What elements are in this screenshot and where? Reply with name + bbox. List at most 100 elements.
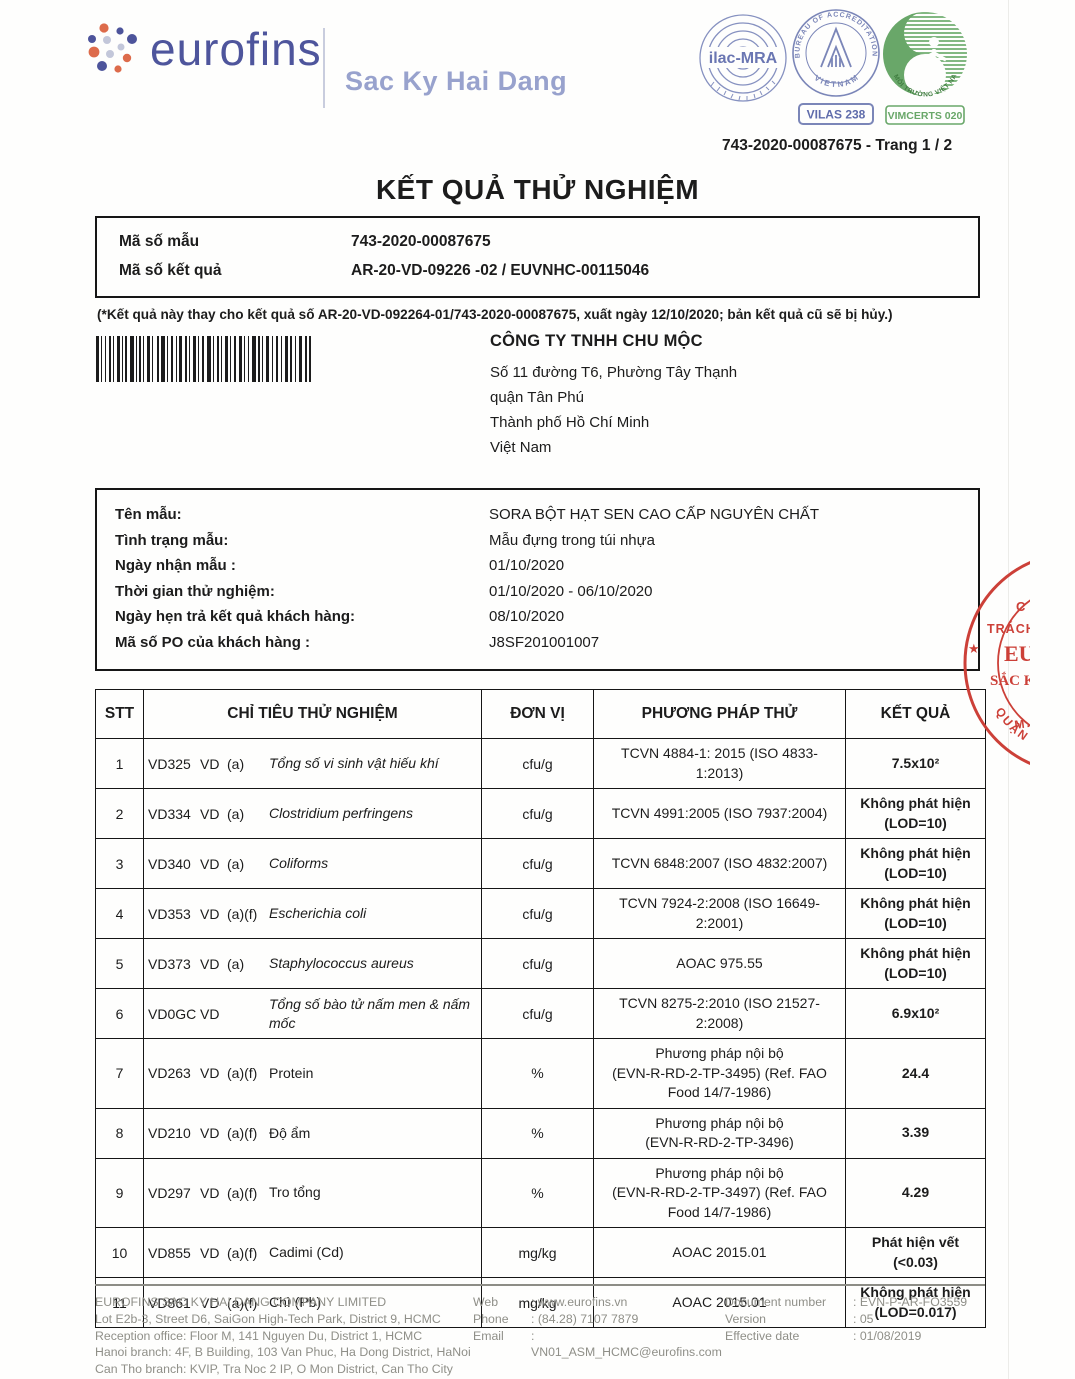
test-code: VD340 bbox=[148, 855, 191, 872]
header-unit: ĐƠN VỊ bbox=[481, 689, 594, 739]
footer-contact-block: Web : www.eurofins.vn Phone : (84.28) 71… bbox=[473, 1294, 725, 1378]
cell-test: VD855 VD (a)(f) Cadimi (Cd) bbox=[143, 1227, 482, 1278]
footer-doc-value: : 01/08/2019 bbox=[853, 1328, 922, 1343]
sample-info-box: Tên mẫu: SORA BỘT HẠT SEN CAO CẤP NGUYÊN… bbox=[95, 488, 980, 671]
test-code: VD297 bbox=[148, 1184, 191, 1201]
sample-info-row: Tên mẫu: SORA BỘT HẠT SEN CAO CẤP NGUYÊN… bbox=[97, 502, 978, 528]
footer-contact-label: Web bbox=[473, 1295, 499, 1309]
footer-contact-value: : VN01_ASM_HCMC@eurofins.com bbox=[531, 1328, 722, 1360]
footer-contact-row: Phone : (84.28) 7107 7879 bbox=[473, 1311, 725, 1328]
test-code: VD373 bbox=[148, 955, 191, 972]
cell-stt: 6 bbox=[95, 988, 144, 1039]
test-name: Tro tổng bbox=[269, 1184, 321, 1201]
result-code-label: Mã số kết quả bbox=[119, 262, 222, 279]
table-row: 8 VD210 VD (a)(f) Độ ẩm % Phương pháp nộ… bbox=[95, 1107, 986, 1159]
test-lab: VD bbox=[200, 755, 220, 772]
cell-unit: cfu/g bbox=[481, 838, 594, 889]
test-lab: VD bbox=[200, 905, 220, 922]
footer-company-line: Lot E2b-3, Street D6, SaiGon High-Tech P… bbox=[95, 1311, 441, 1326]
brand-divider bbox=[323, 28, 325, 108]
sample-info-label: Ngày nhận mẫu : bbox=[115, 557, 236, 574]
cell-unit: % bbox=[481, 1157, 594, 1228]
svg-text:VIMCERTS 020: VIMCERTS 020 bbox=[888, 110, 963, 122]
cell-stt: 7 bbox=[95, 1038, 144, 1109]
test-lab: VD bbox=[200, 1294, 220, 1311]
cell-method: Phương pháp nội bộ (EVN-R-RD-2-TP-3497) … bbox=[593, 1157, 846, 1228]
eurofins-logo: eurofins bbox=[84, 20, 322, 78]
test-lab: VD bbox=[200, 1125, 220, 1141]
footer-company-line: Hanoi branch: 4F, B Building, 103 Van Ph… bbox=[95, 1345, 471, 1360]
cell-test: VD297 VD (a)(f) Tro tổng bbox=[143, 1157, 482, 1228]
sample-info-row: Ngày nhận mẫu : 01/10/2020 bbox=[97, 553, 978, 579]
cell-stt: 1 bbox=[95, 738, 144, 789]
test-code: VD855 bbox=[148, 1244, 191, 1261]
footer-company-block: EUROFINS SAC KY HAI DANG COMPANY LIMITED… bbox=[95, 1294, 473, 1378]
cell-test: VD0GC VD Tổng số bào tử nấm men & nấm mố… bbox=[143, 988, 482, 1039]
sample-code-value: 743-2020-00087675 bbox=[351, 233, 491, 250]
test-code: VD263 bbox=[148, 1065, 191, 1082]
test-name: Tổng số bào tử nấm men & nấm mốc bbox=[269, 995, 471, 1031]
cell-method: TCVN 7924-2:2008 (ISO 16649-2:2001) bbox=[593, 888, 846, 939]
svg-text:ilac-MRA: ilac-MRA bbox=[709, 50, 778, 67]
header: eurofins Sac Ky Hai Dang ilac-MRA bbox=[0, 0, 1075, 170]
cell-result: 4.29 bbox=[845, 1157, 986, 1228]
cell-unit: cfu/g bbox=[481, 738, 594, 789]
barcode-image bbox=[96, 336, 311, 382]
cell-test: VD373 VD (a) Staphylococcus aureus bbox=[143, 938, 482, 989]
cell-result: 6.9x10² bbox=[845, 988, 986, 1039]
test-flags: (a)(f) bbox=[227, 1244, 258, 1261]
footer-doc-block: Document number : EVN-P-AR-FO3559 Versio… bbox=[725, 1294, 985, 1378]
test-code: VD353 bbox=[148, 905, 191, 922]
sample-info-row: Ngày hẹn trả kết quả khách hàng: 08/10/2… bbox=[97, 604, 978, 630]
table-row: 4 VD353 VD (a)(f) Escherichia coli cfu/g… bbox=[95, 888, 986, 939]
page-reference: 743-2020-00087675 - Trang 1 / 2 bbox=[722, 137, 953, 154]
cell-result: 3.39 bbox=[845, 1107, 986, 1159]
test-name: Chì (Pb) bbox=[269, 1294, 322, 1310]
table-row: 10 VD855 VD (a)(f) Cadimi (Cd) mg/kg AOA… bbox=[95, 1227, 986, 1278]
cell-result: 7.5x10² bbox=[845, 738, 986, 789]
cell-stt: 8 bbox=[95, 1107, 144, 1159]
sample-info-label: Mã số PO của khách hàng : bbox=[115, 633, 311, 651]
cell-method: TCVN 8275-2:2010 (ISO 21527-2:2008) bbox=[593, 988, 846, 1039]
cell-stt: 2 bbox=[95, 788, 144, 839]
footer-doc-label: Document number bbox=[725, 1295, 827, 1309]
footer-doc-row: Document number : EVN-P-AR-FO3559 bbox=[725, 1294, 985, 1311]
svg-text:SẮC K: SẮC K bbox=[990, 672, 1030, 689]
boa-vilas-seal-icon: BUREAU OF ACCREDITATION VIETNAM VILAS 23… bbox=[792, 9, 880, 125]
footer-company-line: Can Tho branch: KVIP, Tra Noc 2 IP, O Mo… bbox=[95, 1362, 453, 1377]
footer-contact-label: Phone bbox=[473, 1311, 509, 1326]
test-code: VD0GC bbox=[148, 1005, 197, 1022]
table-row: 6 VD0GC VD Tổng số bào tử nấm men & nấm … bbox=[95, 988, 986, 1039]
result-code-value: AR-20-VD-09226 -02 / EUVNHC-00115046 bbox=[351, 262, 650, 279]
sample-info-value: 01/10/2020 - 06/10/2020 bbox=[489, 582, 653, 600]
cell-result: Phát hiện vết (<0.03) bbox=[845, 1227, 986, 1278]
test-code: VD334 bbox=[148, 805, 191, 822]
results-table-header-row: STT CHỈ TIÊU THỬ NGHIỆM ĐƠN VỊ PHƯƠNG PH… bbox=[95, 689, 986, 739]
table-row: 7 VD263 VD (a)(f) Protein % Phương pháp … bbox=[95, 1038, 986, 1109]
company-stamp-icon: M.S.D.N:031 QUẬN 9 - T ★ C TRÁCH EU SẮC … bbox=[963, 560, 1030, 766]
test-flags: (a)(f) bbox=[227, 1065, 258, 1082]
sample-info-value: 08/10/2020 bbox=[489, 608, 565, 625]
customer-address-line: Thành phố Hồ Chí Minh bbox=[490, 414, 650, 431]
customer-section: CÔNG TY TNHH CHU MỘC Số 11 đường T6, Phư… bbox=[0, 332, 1075, 466]
footer-doc-row: Effective date : 01/08/2019 bbox=[725, 1328, 985, 1345]
cell-test: VD210 VD (a)(f) Độ ẩm bbox=[143, 1107, 482, 1159]
customer-address-line: Số 11 đường T6, Phường Tây Thạnh bbox=[490, 364, 738, 381]
svg-text:C: C bbox=[1016, 599, 1026, 614]
sample-info-value: 01/10/2020 bbox=[489, 557, 565, 574]
test-flags: (a)(f) bbox=[227, 1294, 258, 1311]
footer-doc-row: Version : 05 bbox=[725, 1311, 985, 1328]
footer-company-line: Reception office: Floor M, 141 Nguyen Du… bbox=[95, 1328, 423, 1343]
cell-method: Phương pháp nội bộ (EVN-R-RD-2-TP-3496) bbox=[593, 1107, 846, 1159]
cell-stt: 9 bbox=[95, 1157, 144, 1228]
cell-result: Không phát hiện (LOD=0.017) bbox=[845, 1277, 986, 1328]
results-table: STT CHỈ TIÊU THỬ NGHIỆM ĐƠN VỊ PHƯƠNG PH… bbox=[95, 689, 986, 1328]
brand-name: eurofins bbox=[150, 23, 322, 75]
cell-test: VD325 VD (a) Tổng số vi sinh vật hiếu kh… bbox=[143, 738, 482, 789]
test-code: VD210 bbox=[148, 1125, 191, 1141]
test-lab: VD bbox=[200, 955, 220, 972]
test-name: Clostridium perfringens bbox=[269, 805, 413, 821]
sample-info-label: Tên mẫu: bbox=[115, 506, 182, 523]
svg-text:TRÁCH: TRÁCH bbox=[987, 621, 1030, 636]
